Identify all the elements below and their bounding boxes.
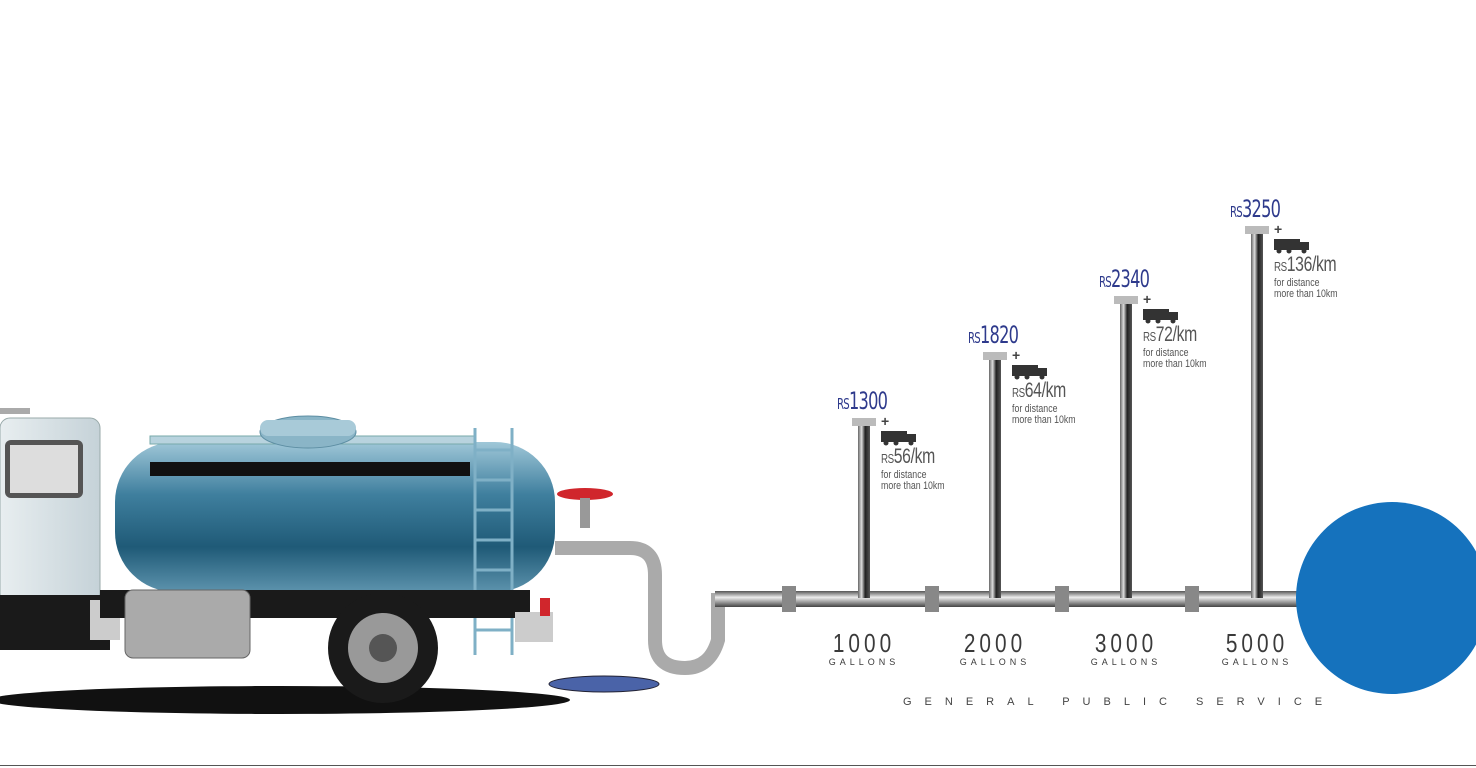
plus-sign: +	[881, 413, 890, 429]
wheel	[328, 593, 438, 703]
truck-icon	[1274, 239, 1309, 254]
tier-note: for distance more than 10km	[1143, 347, 1207, 370]
rear-light-box	[515, 612, 553, 642]
riser-cap	[1114, 296, 1138, 304]
truck-shadow	[0, 686, 570, 714]
tier-price: RS3250	[1230, 195, 1281, 223]
tier-rate: RS56/km	[881, 445, 935, 468]
truck-icon	[1012, 365, 1047, 380]
bottom-border	[0, 765, 1476, 766]
blue-circle	[1296, 502, 1476, 694]
tier-note: for distance more than 10km	[881, 469, 945, 492]
riser-cap	[983, 352, 1007, 360]
footer-label: GENERAL PUBLIC SERVICE	[903, 696, 1336, 708]
riser-pipe	[1120, 300, 1132, 598]
plus-sign: +	[1274, 221, 1283, 237]
truck-icon	[1143, 309, 1178, 324]
valve	[557, 488, 613, 528]
tier-rate: RS72/km	[1143, 323, 1197, 346]
plus-sign: +	[1143, 291, 1152, 307]
tier-rate: RS64/km	[1012, 379, 1066, 402]
truck-cab	[0, 408, 120, 650]
riser-cap	[1245, 226, 1269, 234]
main-pipe	[715, 591, 1330, 607]
riser-pipe	[858, 422, 870, 598]
tier-price: RS1820	[968, 321, 1019, 349]
tier-capacity: 2000 GALLONS	[959, 628, 1031, 667]
tier-note: for distance more than 10km	[1012, 403, 1076, 426]
outlet-pipe	[555, 541, 740, 676]
tier-note: for distance more than 10km	[1274, 277, 1338, 300]
tail-light	[540, 598, 550, 616]
riser-pipe	[989, 356, 1001, 598]
drain-grate	[548, 675, 660, 693]
tier-rate: RS136/km	[1274, 253, 1337, 276]
truck-icon	[881, 431, 916, 446]
riser-cap	[852, 418, 876, 426]
tier-capacity: 5000 GALLONS	[1221, 628, 1293, 667]
water-tank	[115, 415, 555, 655]
tier-capacity: 1000 GALLONS	[828, 628, 900, 667]
tier-capacity: 3000 GALLONS	[1090, 628, 1162, 667]
tier-price: RS2340	[1099, 265, 1150, 293]
fuel-tank	[124, 589, 251, 659]
riser-pipe	[1251, 230, 1263, 598]
plus-sign: +	[1012, 347, 1021, 363]
tier-price: RS1300	[837, 387, 888, 415]
